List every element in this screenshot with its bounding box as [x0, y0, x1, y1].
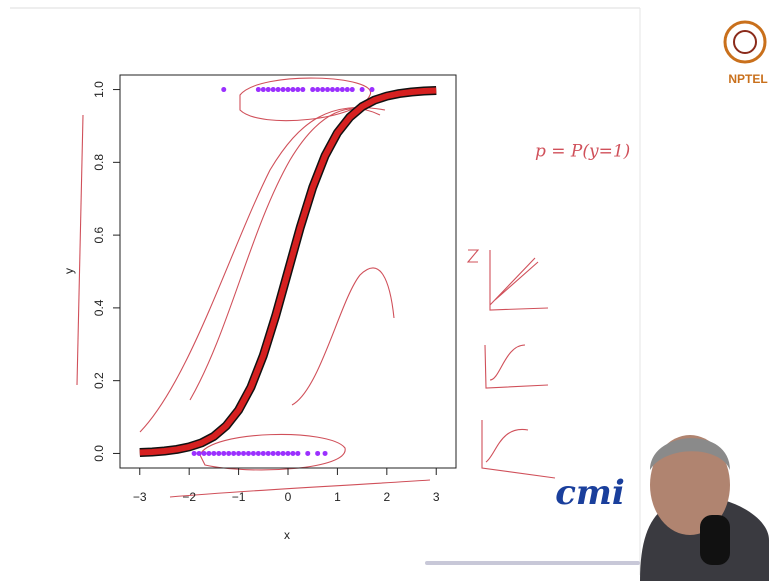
data-point: [305, 450, 311, 456]
data-point: [245, 450, 251, 456]
y-tick-label: 1.0: [92, 81, 106, 98]
data-point: [344, 87, 350, 93]
presenter-video: [640, 435, 769, 581]
data-point: [349, 87, 355, 93]
data-point: [322, 450, 328, 456]
y-tick-label: 0.0: [92, 445, 106, 462]
fit-curve: [139, 87, 437, 456]
data-point: [280, 87, 286, 93]
x-tick-label: 3: [433, 490, 440, 504]
data-point: [334, 87, 340, 93]
data-point: [221, 87, 227, 93]
data-point: [206, 450, 212, 456]
data-point: [250, 450, 256, 456]
data-point: [191, 450, 197, 456]
data-point: [290, 450, 296, 456]
data-point: [359, 87, 365, 93]
data-point: [211, 450, 217, 456]
logo-emblem: [733, 30, 757, 54]
data-point: [300, 87, 306, 93]
data-point: [196, 450, 202, 456]
data-point: [226, 450, 232, 456]
data-point: [270, 450, 276, 456]
data-point: [280, 450, 286, 456]
data-point: [369, 87, 375, 93]
data-point: [265, 87, 271, 93]
data-point: [221, 450, 227, 456]
data-point: [231, 450, 237, 456]
y-tick-label: 0.2: [92, 372, 106, 389]
logo-text: NPTEL: [728, 72, 767, 86]
data-point: [310, 87, 316, 93]
data-point: [339, 87, 345, 93]
data-point: [216, 450, 222, 456]
logo-text: cmi: [555, 473, 625, 513]
data-point: [285, 450, 291, 456]
data-point: [241, 450, 247, 456]
x-tick-label: 1: [334, 490, 341, 504]
x-axis-label: x: [284, 528, 290, 542]
data-point: [275, 450, 281, 456]
y-tick-label: 0.6: [92, 226, 106, 243]
handwritten-note: p = P(y=1): [535, 142, 630, 162]
y-tick-label: 0.8: [92, 154, 106, 171]
data-point: [270, 87, 276, 93]
y-axis-label: y: [62, 268, 76, 274]
data-point: [295, 87, 301, 93]
data-point: [325, 87, 331, 93]
data-point: [329, 87, 335, 93]
handwriting: [76, 77, 556, 498]
data-point: [260, 450, 266, 456]
data-point: [295, 450, 301, 456]
x-tick-label: −1: [232, 490, 246, 504]
data-point: [255, 87, 261, 93]
data-point: [290, 87, 296, 93]
y-tick-label: 0.4: [92, 299, 106, 316]
data-point: [285, 87, 291, 93]
data-point: [315, 450, 321, 456]
data-point: [260, 87, 266, 93]
x-tick-label: 2: [383, 490, 390, 504]
x-tick-label: 0: [285, 490, 292, 504]
x-tick-label: −2: [182, 490, 196, 504]
data-point: [265, 450, 271, 456]
data-point: [315, 87, 321, 93]
data-point: [201, 450, 207, 456]
data-point: [236, 450, 242, 456]
nav-controls: [425, 561, 640, 565]
logo-emblem: [723, 20, 767, 64]
data-point: [255, 450, 261, 456]
data-point: [275, 87, 281, 93]
x-tick-label: −3: [133, 490, 147, 504]
data-point: [320, 87, 326, 93]
